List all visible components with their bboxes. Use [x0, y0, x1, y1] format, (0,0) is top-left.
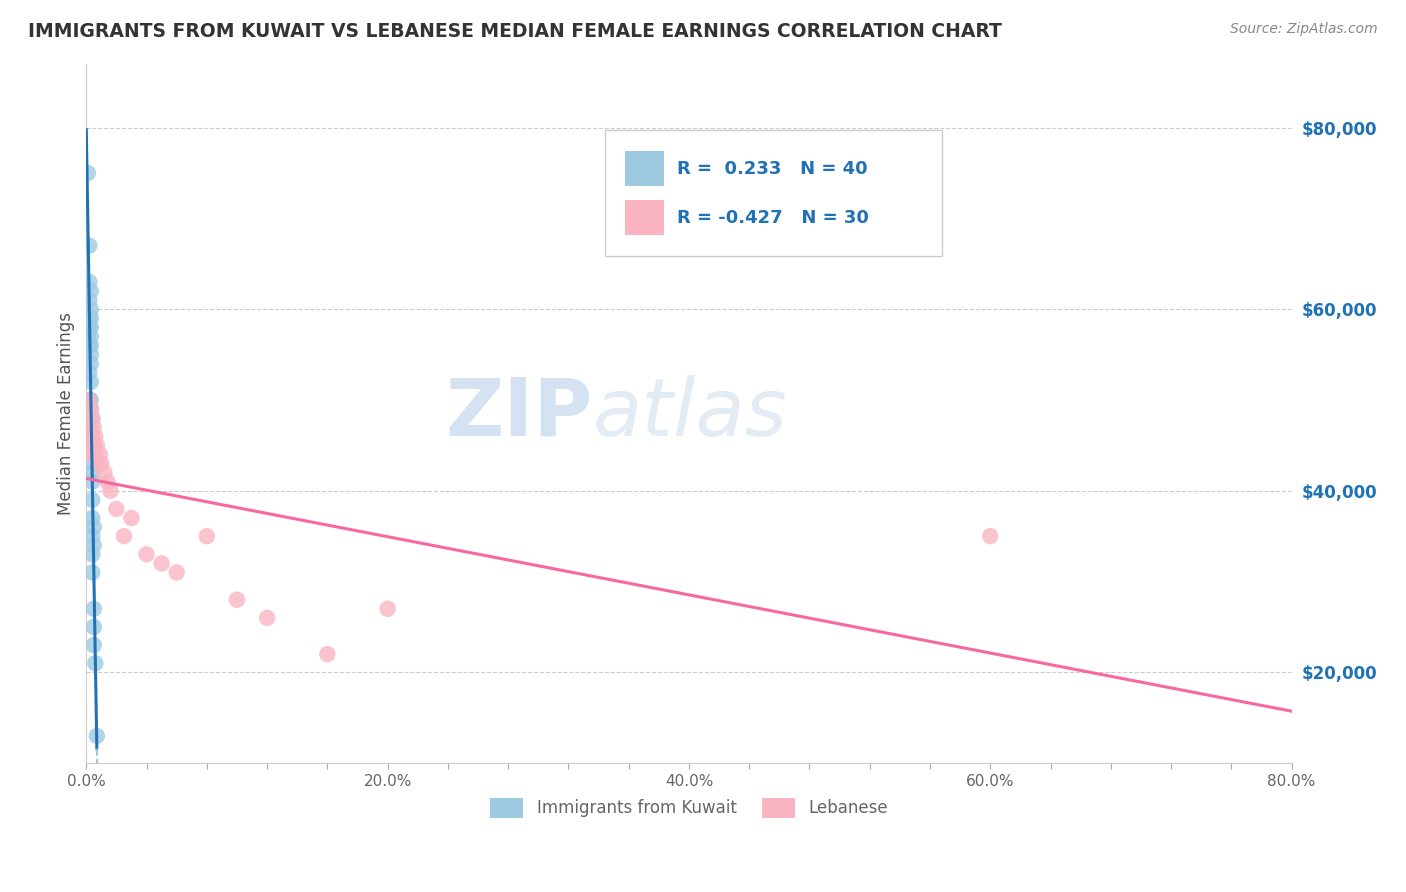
- Point: [226, 592, 249, 607]
- Point: [79, 275, 101, 289]
- Legend: Immigrants from Kuwait, Lebanese: Immigrants from Kuwait, Lebanese: [484, 791, 894, 825]
- Point: [195, 529, 218, 543]
- Point: [93, 466, 115, 480]
- Point: [83, 438, 105, 452]
- Point: [80, 402, 103, 417]
- Point: [86, 438, 108, 452]
- Point: [89, 447, 111, 461]
- Point: [80, 338, 103, 352]
- Point: [80, 375, 103, 389]
- Point: [377, 601, 399, 615]
- Point: [82, 511, 104, 525]
- Point: [76, 166, 98, 180]
- Point: [80, 429, 103, 443]
- Point: [82, 457, 104, 471]
- Point: [82, 411, 104, 425]
- Point: [316, 647, 339, 661]
- Point: [76, 329, 98, 343]
- Point: [79, 420, 101, 434]
- Point: [84, 429, 107, 443]
- Point: [79, 392, 101, 407]
- Point: [79, 311, 101, 326]
- Point: [79, 338, 101, 352]
- Point: [82, 411, 104, 425]
- Point: [80, 357, 103, 371]
- Point: [80, 320, 103, 334]
- Point: [79, 293, 101, 307]
- Point: [82, 492, 104, 507]
- Point: [83, 538, 105, 552]
- Point: [86, 729, 108, 743]
- Point: [105, 502, 128, 516]
- Point: [80, 311, 103, 326]
- Point: [82, 438, 104, 452]
- Point: [79, 238, 101, 252]
- Point: [83, 620, 105, 634]
- Point: [79, 392, 101, 407]
- Text: Source: ZipAtlas.com: Source: ZipAtlas.com: [1230, 22, 1378, 37]
- Point: [82, 547, 104, 561]
- Text: R =  0.233   N = 40: R = 0.233 N = 40: [676, 160, 868, 178]
- Point: [80, 420, 103, 434]
- Point: [256, 611, 278, 625]
- Point: [83, 638, 105, 652]
- Point: [82, 529, 104, 543]
- Text: atlas: atlas: [592, 375, 787, 452]
- Text: R = -0.427   N = 30: R = -0.427 N = 30: [676, 209, 869, 227]
- Point: [80, 302, 103, 317]
- Y-axis label: Median Female Earnings: Median Female Earnings: [58, 312, 75, 515]
- Point: [82, 447, 104, 461]
- Point: [83, 601, 105, 615]
- Point: [83, 520, 105, 534]
- Point: [112, 529, 135, 543]
- Point: [80, 392, 103, 407]
- Point: [87, 457, 110, 471]
- Point: [82, 466, 104, 480]
- Point: [83, 420, 105, 434]
- Point: [82, 566, 104, 580]
- Point: [79, 366, 101, 380]
- Point: [82, 475, 104, 489]
- Point: [80, 284, 103, 298]
- Point: [80, 348, 103, 362]
- Point: [90, 457, 112, 471]
- Text: ZIP: ZIP: [446, 375, 592, 452]
- Point: [79, 320, 101, 334]
- FancyBboxPatch shape: [605, 130, 942, 256]
- Point: [979, 529, 1001, 543]
- Text: IMMIGRANTS FROM KUWAIT VS LEBANESE MEDIAN FEMALE EARNINGS CORRELATION CHART: IMMIGRANTS FROM KUWAIT VS LEBANESE MEDIA…: [28, 22, 1002, 41]
- Point: [80, 402, 103, 417]
- Point: [96, 475, 118, 489]
- Bar: [626, 152, 664, 186]
- Point: [80, 429, 103, 443]
- Point: [84, 447, 107, 461]
- Point: [166, 566, 188, 580]
- Point: [121, 511, 143, 525]
- Point: [100, 483, 122, 498]
- Point: [135, 547, 157, 561]
- Point: [82, 429, 104, 443]
- Point: [84, 657, 107, 671]
- Point: [80, 329, 103, 343]
- Point: [150, 557, 173, 571]
- Bar: [626, 201, 664, 235]
